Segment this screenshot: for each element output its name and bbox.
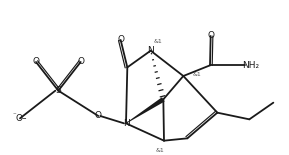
Text: S: S	[55, 86, 61, 95]
Text: –: –	[22, 114, 26, 123]
Text: O: O	[15, 114, 22, 123]
Polygon shape	[126, 97, 165, 124]
Text: N: N	[147, 46, 154, 55]
Text: O: O	[95, 111, 102, 120]
Text: O: O	[77, 58, 84, 66]
Text: &1: &1	[153, 39, 162, 44]
Text: N: N	[123, 119, 129, 128]
Text: &1: &1	[193, 71, 202, 77]
Text: &1: &1	[155, 148, 164, 153]
Text: O: O	[117, 35, 124, 44]
Text: ⁻: ⁻	[12, 112, 16, 118]
Text: NH₂: NH₂	[242, 61, 259, 70]
Text: O: O	[32, 58, 40, 66]
Text: O: O	[207, 31, 214, 40]
